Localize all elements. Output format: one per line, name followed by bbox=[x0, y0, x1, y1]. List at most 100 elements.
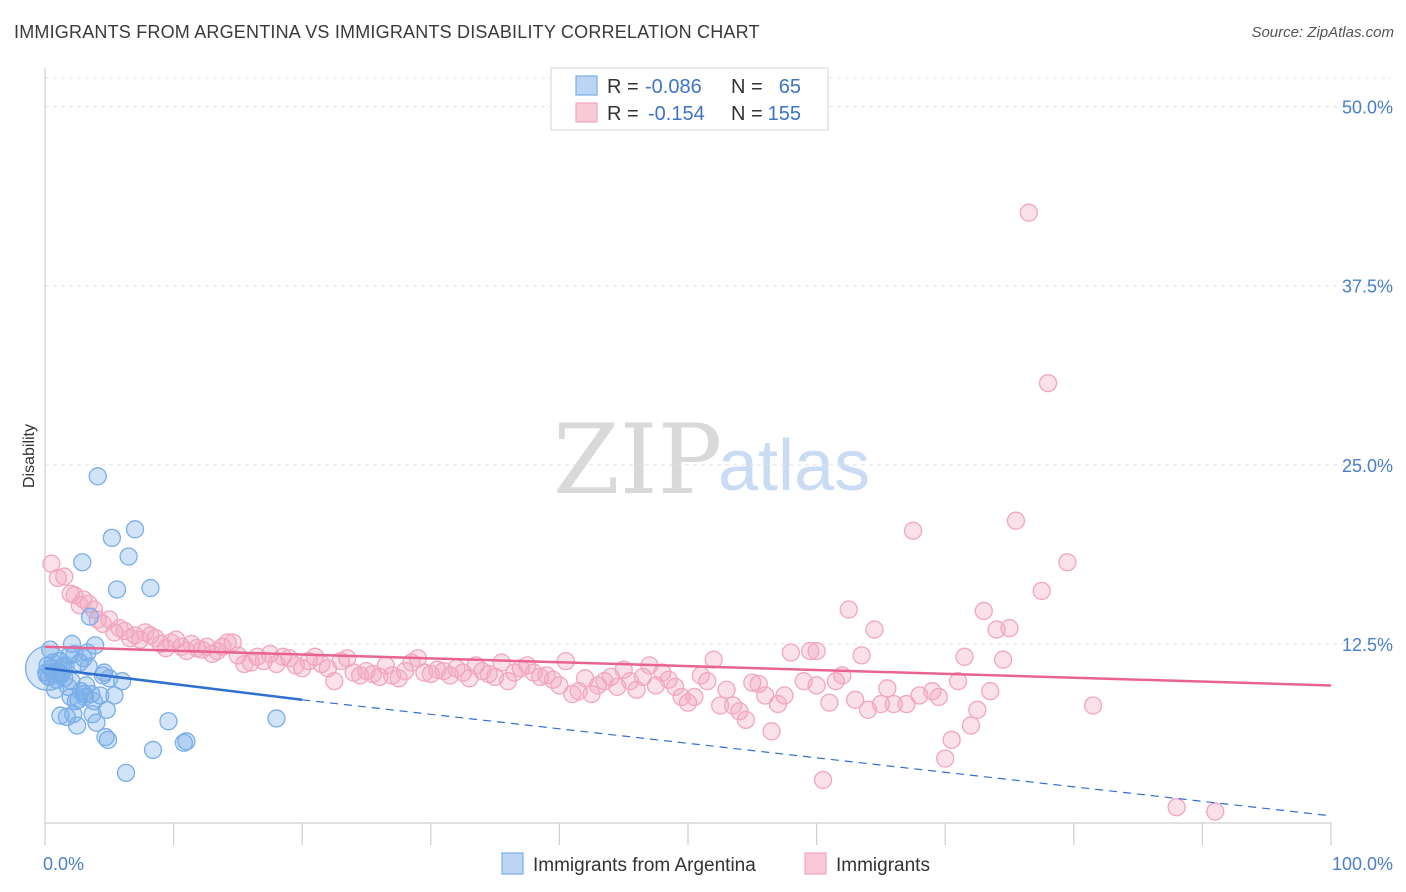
data-point bbox=[97, 700, 116, 719]
data-point bbox=[1206, 802, 1225, 821]
data-point bbox=[1167, 798, 1186, 817]
data-point bbox=[801, 641, 820, 661]
data-point bbox=[116, 763, 136, 783]
watermark-zip: ZIP bbox=[553, 404, 722, 516]
data-point bbox=[1006, 511, 1026, 530]
data-point bbox=[704, 650, 723, 669]
data-point bbox=[48, 568, 68, 588]
bottom-legend-label-immigrants: Immigrants bbox=[836, 855, 930, 876]
y-axis-label: Disability bbox=[21, 424, 38, 488]
trend-line-argentina-extension bbox=[302, 699, 1332, 817]
data-point bbox=[102, 528, 122, 548]
legend-n-value-argentina: 65 bbox=[779, 76, 801, 98]
data-point bbox=[389, 669, 408, 688]
data-point bbox=[141, 578, 160, 598]
data-point bbox=[159, 712, 178, 731]
bottom-legend-swatch-argentina bbox=[501, 852, 524, 875]
bottom-legend-swatch-immigrants bbox=[804, 852, 827, 875]
data-point bbox=[1019, 203, 1038, 222]
data-point bbox=[65, 586, 84, 605]
legend-r-value-argentina: -0.086 bbox=[645, 76, 702, 98]
data-point bbox=[968, 700, 987, 719]
data-point bbox=[852, 646, 871, 665]
legend-r-label-argentina: R = bbox=[607, 76, 639, 98]
trend-line-immigrants bbox=[44, 645, 1332, 687]
data-point bbox=[633, 667, 653, 687]
data-point bbox=[37, 666, 57, 685]
series-1 bbox=[42, 203, 1225, 821]
legend-r-value-immigrants: -0.154 bbox=[648, 103, 705, 125]
data-point bbox=[698, 672, 717, 691]
data-point bbox=[711, 696, 730, 715]
data-point bbox=[1058, 553, 1077, 572]
data-point bbox=[1000, 619, 1019, 638]
data-point bbox=[267, 709, 286, 728]
data-point bbox=[113, 672, 132, 691]
data-point bbox=[105, 686, 124, 705]
data-point bbox=[88, 467, 107, 486]
data-point bbox=[136, 623, 155, 642]
data-point bbox=[1083, 696, 1103, 715]
data-point bbox=[942, 730, 961, 750]
data-point bbox=[107, 580, 127, 599]
data-point bbox=[839, 600, 858, 619]
data-point bbox=[865, 620, 884, 639]
x-tick-label: 0.0% bbox=[43, 854, 84, 874]
data-point bbox=[961, 716, 981, 735]
watermark-atlas: atlas bbox=[718, 426, 870, 506]
data-point bbox=[903, 521, 923, 540]
y-tick-label: 25.0% bbox=[1342, 456, 1393, 476]
data-point bbox=[948, 672, 968, 691]
data-point bbox=[68, 716, 87, 735]
legend-n-value-immigrants: 155 bbox=[768, 103, 801, 125]
data-point bbox=[98, 730, 118, 750]
data-point bbox=[685, 687, 704, 707]
data-point bbox=[305, 647, 325, 666]
data-point bbox=[177, 732, 196, 751]
legend-r-label-immigrants: R = bbox=[607, 103, 639, 125]
data-points bbox=[24, 203, 1225, 821]
data-point bbox=[87, 713, 106, 732]
data-point bbox=[80, 607, 100, 626]
legend-swatch-argentina bbox=[575, 75, 598, 96]
legend-n-label-immigrants: N = bbox=[731, 103, 763, 125]
data-point bbox=[192, 640, 212, 659]
data-point bbox=[125, 520, 145, 539]
data-point bbox=[974, 601, 993, 621]
data-point bbox=[218, 633, 237, 652]
data-point bbox=[820, 693, 839, 712]
data-point bbox=[781, 643, 801, 662]
data-point bbox=[325, 672, 344, 691]
data-point bbox=[897, 694, 916, 714]
legend-n-label-argentina: N = bbox=[731, 76, 763, 98]
data-point bbox=[884, 694, 903, 714]
data-point bbox=[86, 636, 105, 655]
legend: R = -0.086 N = 65 R = -0.154 N = 155 bbox=[550, 67, 829, 131]
legend-swatch-immigrants bbox=[575, 102, 598, 123]
bottom-legend: Immigrants from Argentina Immigrants bbox=[501, 852, 930, 876]
data-point bbox=[871, 694, 891, 714]
data-point bbox=[73, 553, 92, 572]
data-point bbox=[717, 680, 736, 699]
data-point bbox=[143, 740, 163, 760]
grid-lines bbox=[45, 77, 1391, 645]
data-point bbox=[293, 659, 312, 678]
watermark: ZIP atlas bbox=[553, 404, 870, 516]
chart-title: IMMIGRANTS FROM ARGENTINA VS IMMIGRANTS … bbox=[14, 22, 760, 42]
data-point bbox=[119, 547, 138, 566]
data-point bbox=[878, 679, 897, 698]
x-tick-label: 100.0% bbox=[1332, 854, 1393, 874]
data-point bbox=[659, 670, 678, 689]
bottom-legend-label-argentina: Immigrants from Argentina bbox=[533, 855, 756, 876]
series-0 bbox=[37, 467, 286, 783]
data-point bbox=[736, 710, 756, 729]
data-point bbox=[1032, 581, 1051, 601]
y-tick-label: 37.5% bbox=[1342, 277, 1393, 297]
data-point bbox=[936, 749, 955, 768]
data-point bbox=[775, 686, 794, 705]
data-point bbox=[743, 673, 762, 692]
axes bbox=[44, 68, 1332, 845]
data-point bbox=[929, 687, 948, 707]
data-point bbox=[756, 686, 775, 705]
